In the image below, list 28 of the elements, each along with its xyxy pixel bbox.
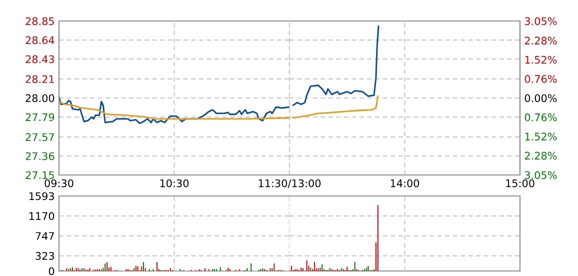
x-tick-label: 11:30/13:00 bbox=[258, 179, 321, 188]
text: 3.05% bbox=[524, 17, 557, 26]
text: 3.05% bbox=[524, 171, 557, 180]
text: 0.76% bbox=[524, 75, 557, 83]
text: 0.76% bbox=[524, 113, 557, 122]
y-tick-label: 28.85 bbox=[26, 17, 54, 26]
y-tick-label: 27.15 bbox=[26, 171, 54, 180]
text: 0.00% bbox=[524, 94, 557, 102]
y-tick-label: 1593 bbox=[29, 192, 54, 200]
y-tick-label: 28.00 bbox=[26, 94, 54, 102]
y-tick-label: 28.21 bbox=[26, 75, 54, 84]
text: 1.52% bbox=[525, 56, 557, 64]
y-tick-label: 1170 bbox=[29, 212, 54, 220]
x-tick-label: 14:00 bbox=[390, 179, 420, 188]
y-tick-label: 28.43 bbox=[26, 55, 54, 64]
y-tick-label: 747 bbox=[36, 232, 54, 240]
y-tick-label: 27.79 bbox=[26, 113, 54, 122]
y-tick-label: 0 bbox=[48, 267, 54, 276]
x-tick-label: 09:30 bbox=[44, 179, 74, 188]
y-tick-label: 27.36 bbox=[26, 152, 54, 160]
x-tick-label: 10:30 bbox=[160, 179, 189, 188]
y-tick-label: 323 bbox=[36, 252, 54, 260]
text: 1.52% bbox=[525, 132, 557, 140]
y-tick-label: 27.57 bbox=[26, 133, 54, 142]
text: 2.28% bbox=[524, 36, 557, 45]
y-tick-label: 28.64 bbox=[26, 36, 54, 44]
x-tick-label: 15:00 bbox=[506, 179, 534, 188]
text: 2.28% bbox=[524, 152, 557, 160]
